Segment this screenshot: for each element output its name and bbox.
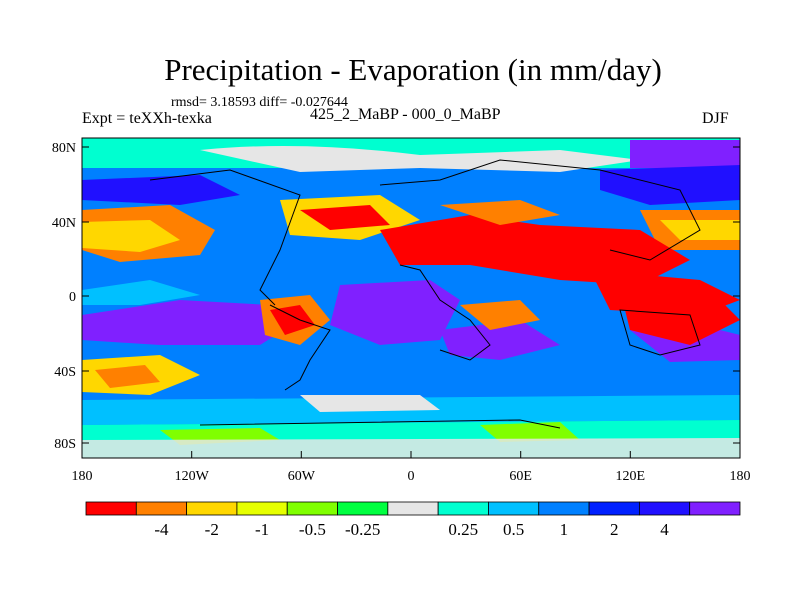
lat-label-80s: 80S bbox=[54, 437, 76, 452]
field-layer bbox=[82, 138, 740, 458]
lat-label-40s: 40S bbox=[54, 365, 76, 380]
lon-label-60w: 60W bbox=[288, 469, 316, 484]
colorbar-label: 2 bbox=[610, 520, 619, 539]
coastlines bbox=[149, 159, 701, 429]
colorbar-swatch bbox=[437, 501, 489, 516]
lon-label-180e: 180 bbox=[730, 469, 751, 484]
colorbar-swatch bbox=[135, 501, 188, 516]
colorbar-label: 1 bbox=[560, 520, 569, 539]
colorbar-label: -2 bbox=[205, 520, 219, 539]
colorbar-swatch bbox=[337, 501, 389, 516]
colorbar-swatch bbox=[588, 501, 640, 516]
lon-label-180w: 180 bbox=[72, 469, 93, 484]
colorbar-swatch bbox=[85, 501, 137, 516]
colorbar-swatch bbox=[488, 501, 540, 516]
experiment-label: Expt = teXXh-texka bbox=[82, 110, 212, 127]
colorbar-label: -0.25 bbox=[345, 520, 380, 539]
period-label: 425_2_MaBP - 000_0_MaBP bbox=[310, 106, 501, 123]
lon-label-0: 0 bbox=[408, 469, 415, 484]
lat-label-80n: 80N bbox=[52, 141, 76, 156]
lon-axis: 180 120W 60W 0 60E 120E 180 bbox=[72, 451, 751, 484]
lat-axis: 80N 40N 0 40S 80S bbox=[52, 141, 740, 452]
lon-label-60e: 60E bbox=[509, 469, 532, 484]
colorbar-swatch bbox=[689, 501, 741, 516]
lon-label-120e: 120E bbox=[616, 469, 646, 484]
colorbar-label: 4 bbox=[660, 520, 669, 539]
colorbar-swatch bbox=[286, 501, 338, 516]
colorbar-swatch bbox=[638, 501, 691, 516]
lat-label-eq: 0 bbox=[69, 290, 76, 305]
colorbar-swatch bbox=[538, 501, 590, 516]
season-label: DJF bbox=[702, 110, 729, 127]
colorbar-label: 0.25 bbox=[448, 520, 478, 539]
chart-title: Precipitation - Evaporation (in mm/day) bbox=[164, 52, 662, 87]
colorbar-label: -1 bbox=[255, 520, 269, 539]
colorbar-swatch bbox=[186, 501, 238, 516]
colorbar-label: 0.5 bbox=[503, 520, 524, 539]
colorbar-swatch bbox=[387, 501, 439, 516]
stats-text: rmsd= 3.18593 diff= -0.027644 bbox=[171, 95, 348, 110]
colorbar-swatch bbox=[236, 501, 288, 516]
colorbar-label: -4 bbox=[154, 520, 169, 539]
colorbar: -4 -2 -1 -0.5 -0.25 0.25 0.5 1 2 4 bbox=[85, 501, 741, 539]
lon-label-120w: 120W bbox=[175, 469, 210, 484]
lat-label-40n: 40N bbox=[52, 216, 76, 231]
colorbar-label: -0.5 bbox=[299, 520, 326, 539]
